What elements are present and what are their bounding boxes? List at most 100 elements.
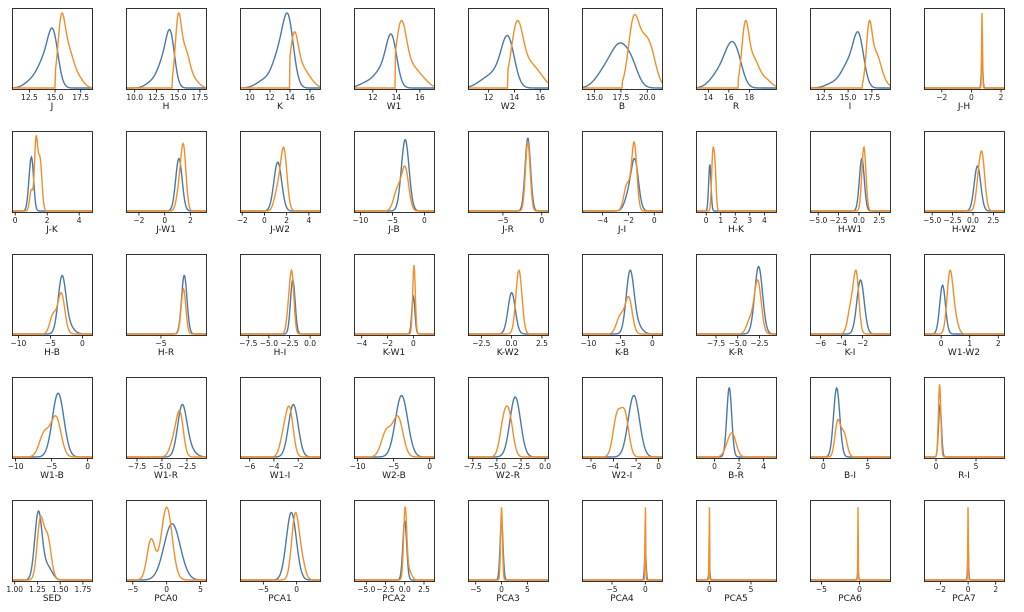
subplot-W2-R: −7.5 −5.0 −2.5 0.0 W2-R xyxy=(464,377,551,481)
x-axis-label: PCA4 xyxy=(610,594,634,604)
series-b-curve xyxy=(468,405,548,458)
x-tick-label: −10 xyxy=(10,339,26,348)
series-b-curve xyxy=(696,507,776,581)
subplot-SED: 1.00 1.25 1.50 1.75 SED xyxy=(6,500,93,604)
x-axis-label: J-H xyxy=(957,102,970,112)
series-b-curve xyxy=(810,269,890,335)
x-axis-label: W2-B xyxy=(382,471,406,481)
series-a-curve xyxy=(11,27,92,89)
x-tick-label: 0 xyxy=(857,585,862,594)
x-tick-label: 0 xyxy=(707,585,712,594)
x-tick-label: −2 xyxy=(936,93,947,102)
x-axis-label: B xyxy=(619,102,625,112)
x-tick-label: 18 xyxy=(745,93,755,102)
axes-frame xyxy=(354,8,435,90)
x-tick-label: 5 xyxy=(198,585,203,594)
series-b-curve xyxy=(810,507,890,581)
subplot-J-W2: −2 0 2 4 J-W2 xyxy=(237,131,321,235)
axes-frame xyxy=(12,500,93,582)
x-tick-label: 0 xyxy=(427,462,432,471)
series-b-curve xyxy=(924,507,1004,581)
subplot-I: 12.5 15.0 17.5 I xyxy=(809,8,891,112)
x-tick-label: −2.5 xyxy=(376,585,394,594)
x-tick-label: 0.0 xyxy=(539,462,551,471)
series-a-curve xyxy=(240,403,320,458)
series-a-curve xyxy=(353,33,434,89)
series-b-curve xyxy=(810,418,890,458)
x-tick-label: 14 xyxy=(285,93,295,102)
subplot-PCA2: −5.0 −2.5 0.0 2.5 PCA2 xyxy=(354,500,435,604)
subplot-W1-W2: 0 1 2 W1-W2 xyxy=(924,254,1005,358)
x-tick-label: 0 xyxy=(650,339,655,348)
x-tick-label: 1.00 xyxy=(6,585,23,594)
subplot-W1: 12 14 16 W1 xyxy=(353,8,435,112)
x-tick-label: −6 xyxy=(815,339,826,348)
x-tick-label: 0 xyxy=(656,462,661,471)
x-axis-label: H-K xyxy=(728,225,745,235)
x-tick-label: −5 xyxy=(155,339,166,348)
x-tick-label: 0.0 xyxy=(967,216,979,225)
subplot-K-W1: −4 −2 0 K-W1 xyxy=(354,254,435,358)
x-tick-label: 10 xyxy=(245,93,255,102)
subplot-J-R: −5 0 J-R xyxy=(468,131,549,235)
series-b-curve xyxy=(12,515,92,581)
x-tick-label: 1 xyxy=(718,216,723,225)
subplot-H-B: −10 −5 0 H-B xyxy=(10,254,93,358)
series-a-curve xyxy=(582,551,662,581)
series-b-curve xyxy=(126,409,206,458)
subplot-W2-I: −6 −4 −2 0 W2-I xyxy=(582,377,663,481)
series-b-curve xyxy=(468,19,549,89)
x-tick-label: 15.0 xyxy=(170,93,187,102)
subplot-W2-B: −10 −5 0 W2-B xyxy=(350,377,435,481)
x-tick-label: 14 xyxy=(704,93,714,102)
x-axis-label: K-B xyxy=(615,348,629,358)
series-b-curve xyxy=(582,13,663,89)
x-axis-label: J-W2 xyxy=(269,225,290,235)
x-axis-label: W1-B xyxy=(40,471,64,481)
x-axis-label: PCA1 xyxy=(268,594,292,604)
x-axis-label: H-R xyxy=(158,348,174,358)
x-tick-label: 1 xyxy=(967,339,972,348)
axes-frame xyxy=(240,500,321,582)
series-a-curve xyxy=(695,40,776,89)
axes-frame xyxy=(924,500,1005,582)
x-tick-label: 2.5 xyxy=(418,585,430,594)
subplot-W1-B: −10 −5 0 W1-B xyxy=(8,377,93,481)
x-tick-label: 0 xyxy=(939,339,944,348)
x-tick-label: −4 xyxy=(356,339,367,348)
x-tick-label: 1.25 xyxy=(29,585,46,594)
axes-frame xyxy=(582,377,663,459)
subplot-PCA3: −5 0 5 PCA3 xyxy=(468,500,549,604)
axes-frame xyxy=(468,377,549,459)
x-tick-label: −10 xyxy=(8,462,24,471)
series-b-curve xyxy=(696,432,776,458)
series-b-curve xyxy=(354,165,434,212)
x-tick-label: 4 xyxy=(762,216,767,225)
subplot-H-W2: −5.0 −2.5 0.0 2.5 H-W2 xyxy=(923,131,1005,235)
x-tick-label: −2 xyxy=(623,216,634,225)
x-tick-label: 10.0 xyxy=(126,93,143,102)
subplot-J-H: −2 0 2 J-H xyxy=(924,8,1005,112)
series-a-curve xyxy=(924,404,1004,458)
subplot-B: 15.0 17.5 20.0 B xyxy=(581,8,663,112)
x-tick-label: −5.0 xyxy=(809,216,827,225)
x-tick-label: −4 xyxy=(597,216,608,225)
x-tick-label: −5 xyxy=(606,585,617,594)
x-axis-label: H-I xyxy=(274,348,287,358)
x-axis-label: PCA0 xyxy=(154,594,178,604)
x-tick-label: −2 xyxy=(631,462,642,471)
x-tick-label: 0.0 xyxy=(304,339,316,348)
axes-frame xyxy=(810,254,891,336)
axes-frame xyxy=(696,254,777,336)
x-axis-label: H xyxy=(163,102,170,112)
subplot-PCA7: −2 0 2 PCA7 xyxy=(924,500,1005,604)
series-a-curve xyxy=(126,157,206,212)
series-b-curve xyxy=(126,506,206,581)
series-b-curve xyxy=(126,287,206,335)
axes-frame xyxy=(468,8,549,90)
series-a-curve xyxy=(354,294,434,335)
series-a-curve xyxy=(696,387,776,458)
x-tick-label: −2.5 xyxy=(829,216,847,225)
x-tick-label: 0 xyxy=(712,462,717,471)
